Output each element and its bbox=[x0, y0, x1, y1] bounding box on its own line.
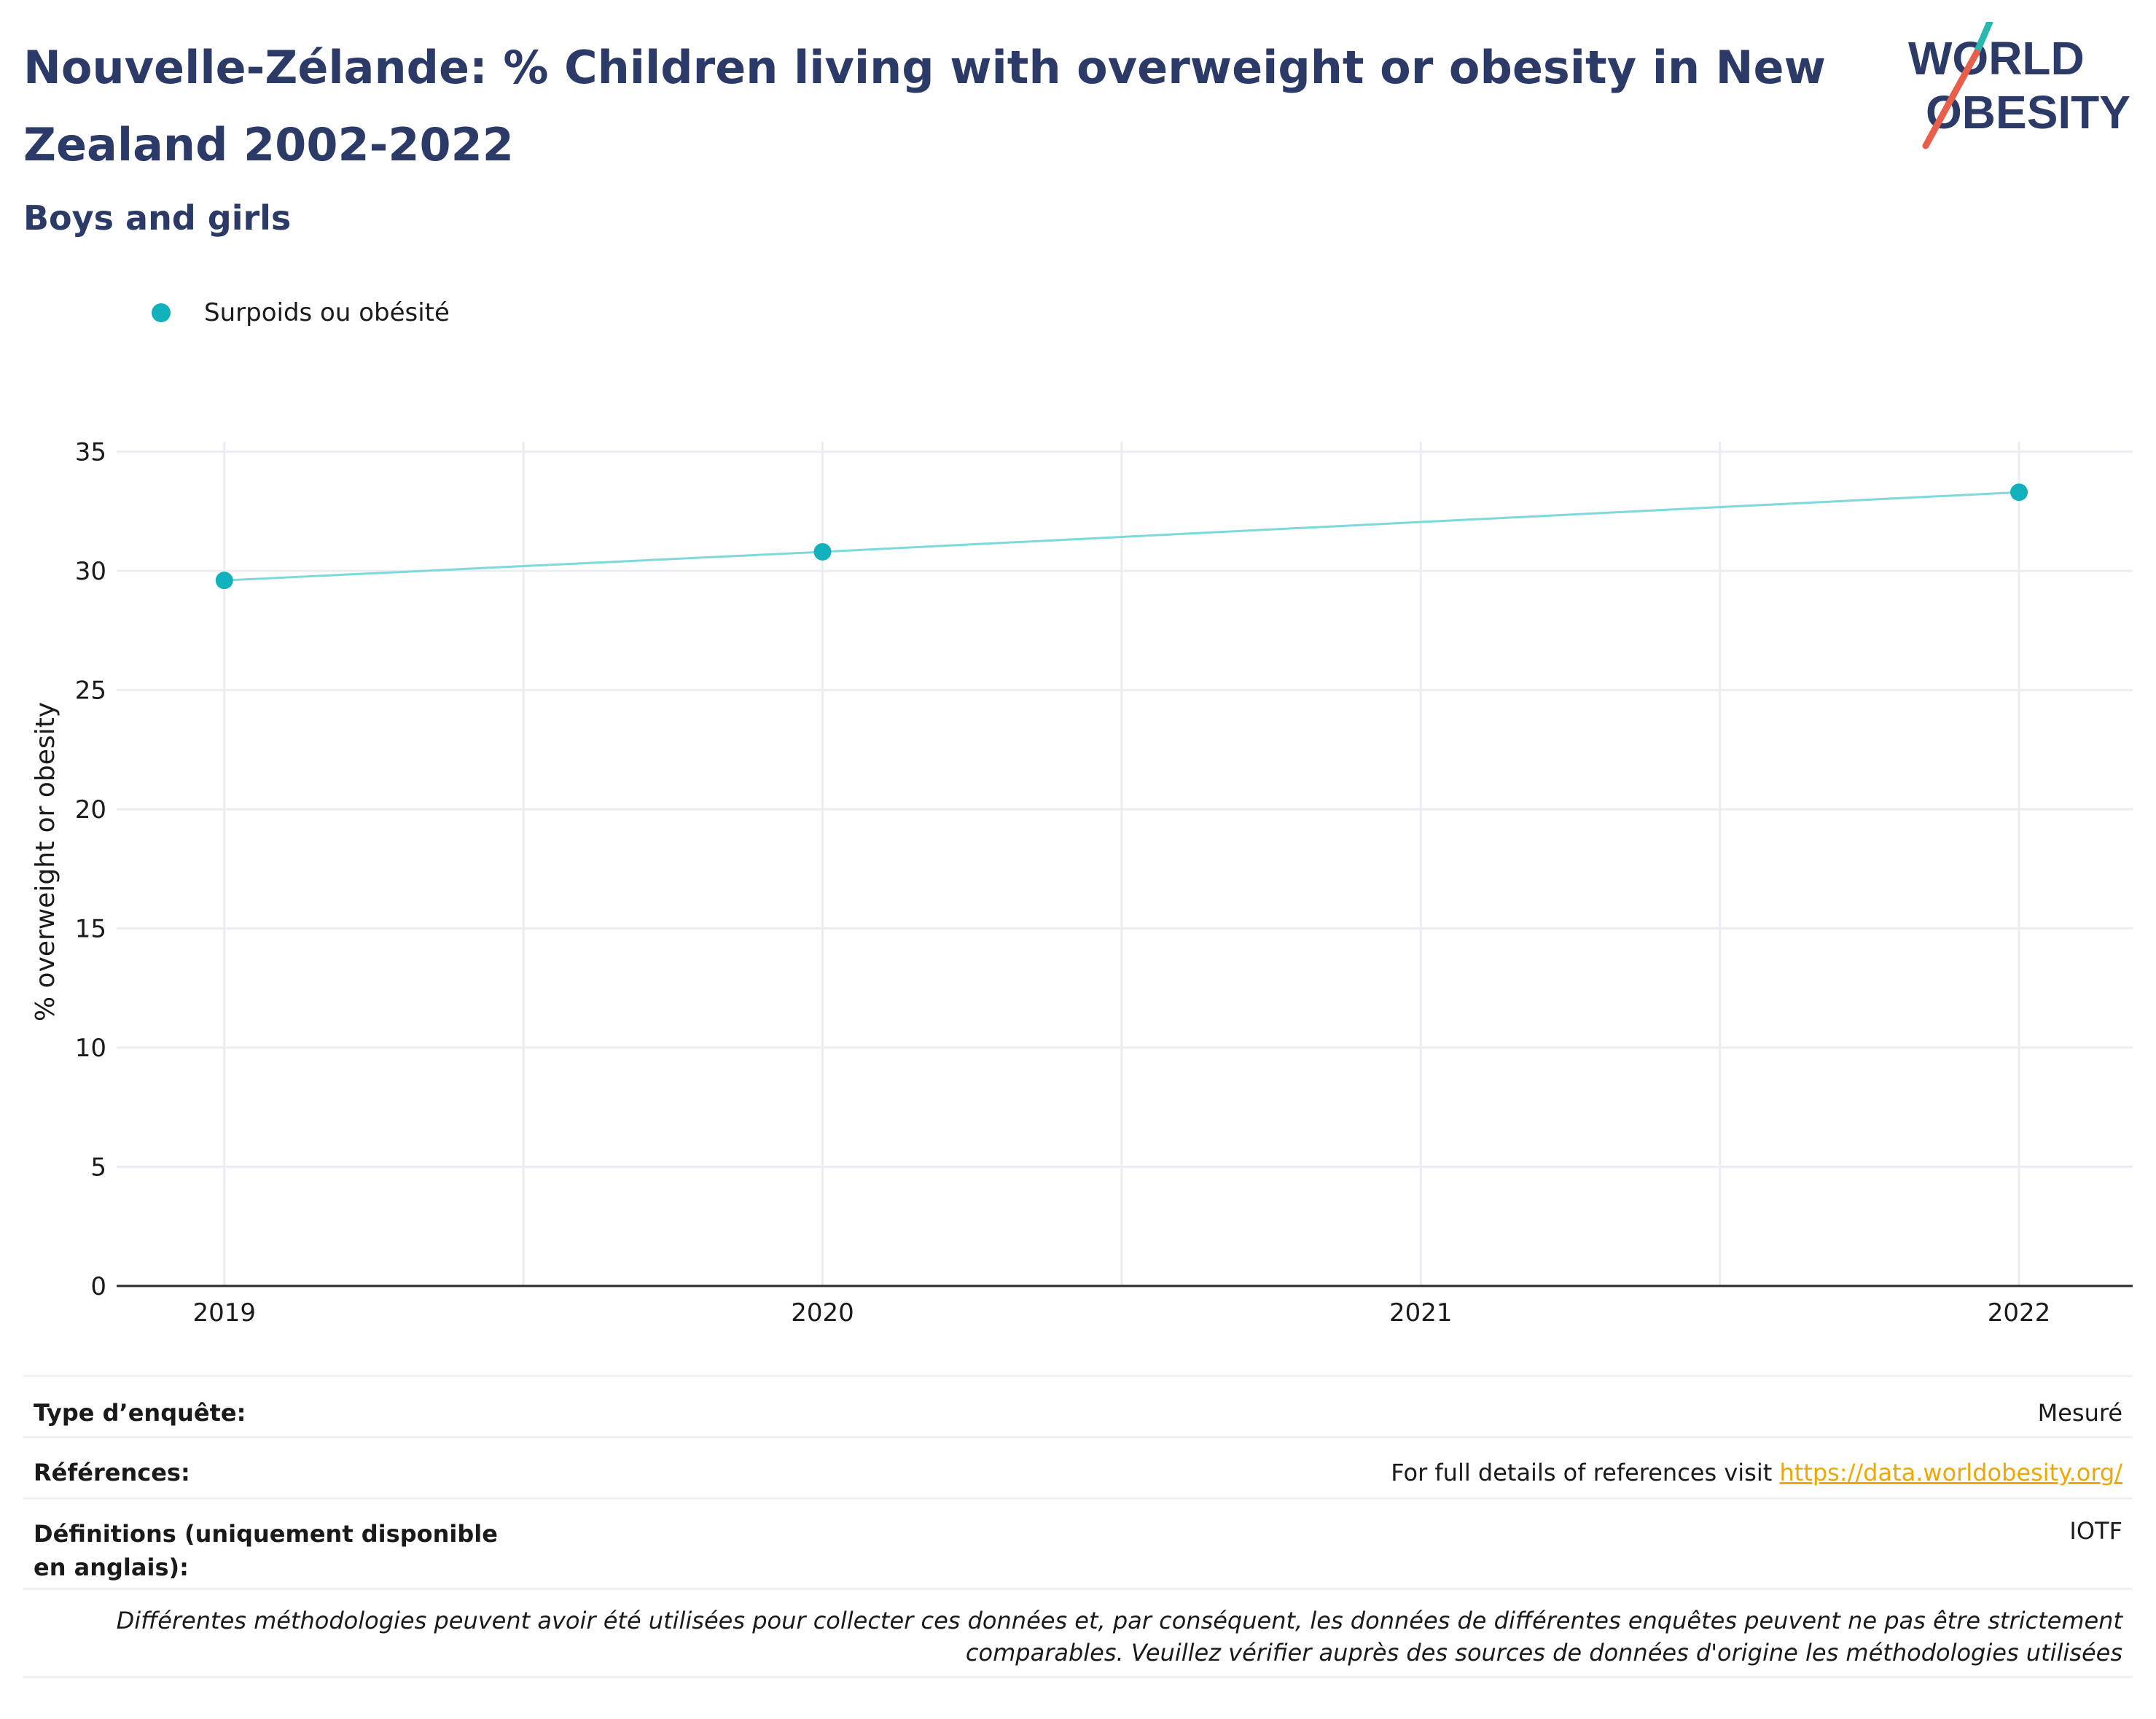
logo-line2: OBESITY bbox=[1926, 86, 2130, 139]
definitions-value: IOTF bbox=[2069, 1517, 2122, 1545]
survey-type-label: Type d’enquête: bbox=[34, 1399, 246, 1427]
references-row: Références: For full details of referenc… bbox=[23, 1436, 2133, 1497]
x-tick-label: 2022 bbox=[1988, 1298, 2051, 1328]
y-tick-label: 35 bbox=[75, 438, 106, 467]
survey-type-row: Type d’enquête: Mesuré bbox=[23, 1375, 2133, 1436]
line-chart: 0 5 10 15 20 25 30 35 2019 2020 2021 2022 % overweig… bbox=[31, 438, 2133, 1328]
legend-marker bbox=[152, 303, 171, 322]
references-link[interactable]: https://data.worldobesity.org/ bbox=[1779, 1459, 2122, 1486]
y-tick-label: 0 bbox=[90, 1272, 106, 1301]
x-tick-label: 2021 bbox=[1389, 1298, 1453, 1328]
references-label: Références: bbox=[34, 1459, 190, 1486]
methodology-note: Différentes méthodologies peuvent avoir … bbox=[23, 1588, 2133, 1678]
y-tick-label: 30 bbox=[75, 557, 106, 586]
y-axis-title: % overweight or obesity bbox=[31, 702, 60, 1021]
y-tick-label: 15 bbox=[75, 915, 106, 944]
data-point bbox=[215, 572, 233, 590]
definitions-row: Définitions (uniquement disponible en an… bbox=[23, 1497, 2133, 1588]
world-obesity-logo: WORLD OBESITY bbox=[1908, 22, 2130, 149]
definitions-label: Définitions (uniquement disponible en an… bbox=[34, 1520, 498, 1581]
references-text: For full details of references visit bbox=[1391, 1459, 1780, 1486]
data-point bbox=[813, 542, 832, 561]
logo-line1: WORLD bbox=[1908, 32, 2085, 85]
chart-subtitle: Boys and girls bbox=[23, 198, 292, 238]
survey-type-value: Mesuré bbox=[2037, 1399, 2122, 1427]
logo-slash-top bbox=[1973, 22, 1993, 56]
info-table: Type d’enquête: Mesuré Références: For f… bbox=[23, 1375, 2133, 1678]
note-line-2: comparables. Veuillez vérifier auprès de… bbox=[965, 1639, 2122, 1667]
y-tick-label: 5 bbox=[90, 1153, 106, 1182]
chart-title: Nouvelle-Zélande: % Children living with… bbox=[23, 41, 1826, 171]
logo-slash-bottom bbox=[1922, 49, 1980, 149]
x-tick-label: 2019 bbox=[192, 1298, 256, 1328]
note-line-1: Différentes méthodologies peuvent avoir … bbox=[116, 1607, 2122, 1634]
legend-label: Surpoids ou obésité bbox=[204, 298, 450, 327]
chart-legend[interactable]: Surpoids ou obésité bbox=[152, 295, 450, 331]
y-tick-label: 25 bbox=[75, 677, 106, 706]
x-tick-label: 2020 bbox=[791, 1298, 854, 1328]
y-tick-label: 10 bbox=[75, 1034, 106, 1063]
references-value: For full details of references visit htt… bbox=[1391, 1459, 2122, 1486]
data-point bbox=[2010, 483, 2028, 502]
y-tick-label: 20 bbox=[75, 795, 106, 825]
